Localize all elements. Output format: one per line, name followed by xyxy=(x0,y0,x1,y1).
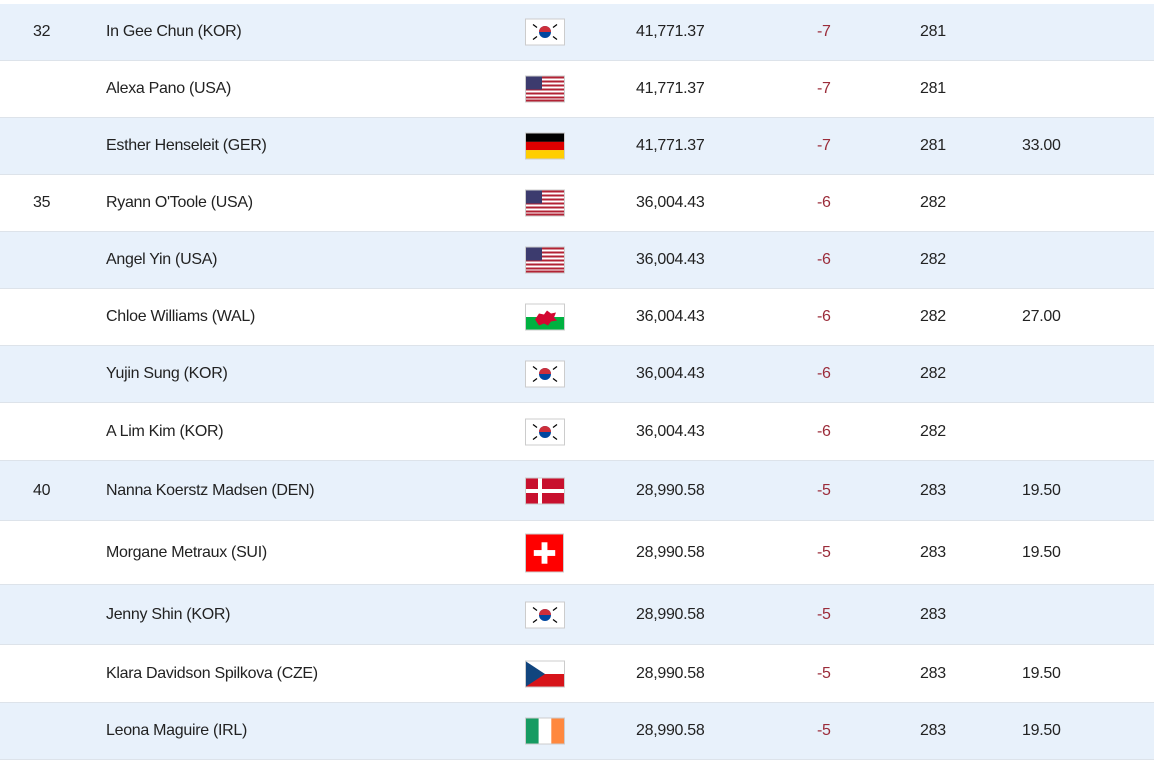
country-flag xyxy=(526,534,563,571)
total: 281 xyxy=(920,137,946,154)
points: 19.50 xyxy=(1022,664,1061,682)
total: 283 xyxy=(920,605,946,623)
score: -5 xyxy=(817,722,831,739)
money: 41,771.37 xyxy=(636,137,705,154)
table-row: Alexa Pano (USA) 41,771.37 -7 281 xyxy=(0,61,1154,118)
score: -6 xyxy=(817,308,831,325)
money: 36,004.43 xyxy=(636,308,705,325)
money: 41,771.37 xyxy=(636,23,705,40)
player-name: In Gee Chun (KOR) xyxy=(106,23,242,40)
money: 28,990.58 xyxy=(636,722,705,739)
player-name: Leona Maguire (IRL) xyxy=(106,722,248,739)
table-row: 32 In Gee Chun (KOR) 41,771.37 -7 281 xyxy=(0,4,1154,61)
country-flag xyxy=(526,478,564,503)
country-flag xyxy=(526,419,564,444)
total: 283 xyxy=(920,664,946,682)
player-name: Alexa Pano (USA) xyxy=(106,80,232,97)
position: 35 xyxy=(33,194,51,211)
player-name: Esther Henseleit (GER) xyxy=(106,137,267,154)
position: 32 xyxy=(33,23,51,40)
table-row: Angel Yin (USA) 36,004.43 -6 282 xyxy=(0,232,1154,289)
score: -6 xyxy=(817,251,831,268)
score: -6 xyxy=(817,422,831,440)
player-name: Klara Davidson Spilkova (CZE) xyxy=(106,664,318,682)
player-name: Ryann O'Toole (USA) xyxy=(106,194,253,211)
score: -5 xyxy=(817,664,831,682)
position: 40 xyxy=(33,481,51,499)
score: -5 xyxy=(817,481,831,499)
total: 283 xyxy=(920,481,946,499)
country-flag xyxy=(526,19,564,45)
table-row: A Lim Kim (KOR) 36,004.43 -6 282 xyxy=(0,403,1154,461)
country-flag xyxy=(526,602,564,627)
total: 283 xyxy=(920,722,946,739)
country-flag xyxy=(526,661,564,686)
money: 36,004.43 xyxy=(636,194,705,211)
table-row: Jenny Shin (KOR) 28,990.58 -5 283 xyxy=(0,585,1154,645)
player-name: Chloe Williams (WAL) xyxy=(106,308,255,325)
money: 28,990.58 xyxy=(636,543,705,561)
player-name: Nanna Koerstz Madsen (DEN) xyxy=(106,481,315,499)
points: 19.50 xyxy=(1022,481,1061,499)
total: 282 xyxy=(920,308,946,325)
player-name: Angel Yin (USA) xyxy=(106,251,218,268)
player-name: Morgane Metraux (SUI) xyxy=(106,543,267,561)
points: 33.00 xyxy=(1022,137,1061,154)
total: 282 xyxy=(920,365,946,382)
table-row: Leona Maguire (IRL) 28,990.58 -5 283 19.50 xyxy=(0,703,1154,760)
money: 36,004.43 xyxy=(636,365,705,382)
money: 41,771.37 xyxy=(636,80,705,97)
table-row: 40 Nanna Koerstz Madsen (DEN) 28,990.58 -5 2… xyxy=(0,461,1154,521)
total: 281 xyxy=(920,23,946,40)
money: 36,004.43 xyxy=(636,422,705,440)
score: -5 xyxy=(817,605,831,623)
points: 19.50 xyxy=(1022,543,1061,561)
points: 27.00 xyxy=(1022,308,1061,325)
player-name: A Lim Kim (KOR) xyxy=(106,422,224,440)
table-row: Klara Davidson Spilkova (CZE) 28,990.58 -5… xyxy=(0,645,1154,703)
table-row: Chloe Williams (WAL) 36,004.43 -6 282 27.00 xyxy=(0,289,1154,346)
country-flag xyxy=(526,304,564,330)
score: -7 xyxy=(817,80,831,97)
player-name: Yujin Sung (KOR) xyxy=(106,365,228,382)
score: -7 xyxy=(817,23,831,40)
player-name: Jenny Shin (KOR) xyxy=(106,605,231,623)
table-row: Yujin Sung (KOR) 36,004.43 -6 282 xyxy=(0,346,1154,403)
country-flag xyxy=(526,133,564,159)
points: 19.50 xyxy=(1022,722,1061,739)
score: -6 xyxy=(817,365,831,382)
country-flag xyxy=(526,247,564,273)
total: 283 xyxy=(920,543,946,561)
table-row: Esther Henseleit (GER) 41,771.37 -7 281 33.0… xyxy=(0,118,1154,175)
country-flag xyxy=(526,718,564,744)
money: 36,004.43 xyxy=(636,251,705,268)
country-flag xyxy=(526,190,564,216)
total: 282 xyxy=(920,194,946,211)
money: 28,990.58 xyxy=(636,605,705,623)
total: 282 xyxy=(920,251,946,268)
score: -5 xyxy=(817,543,831,561)
money: 28,990.58 xyxy=(636,664,705,682)
score: -7 xyxy=(817,137,831,154)
table-row: 35 Ryann O'Toole (USA) 36,004.43 -6 282 xyxy=(0,175,1154,232)
country-flag xyxy=(526,361,564,387)
table-row: Morgane Metraux (SUI) 28,990.58 -5 283 19.50 xyxy=(0,521,1154,585)
total: 281 xyxy=(920,80,946,97)
money: 28,990.58 xyxy=(636,481,705,499)
total: 282 xyxy=(920,422,946,440)
score: -6 xyxy=(817,194,831,211)
country-flag xyxy=(526,76,564,102)
